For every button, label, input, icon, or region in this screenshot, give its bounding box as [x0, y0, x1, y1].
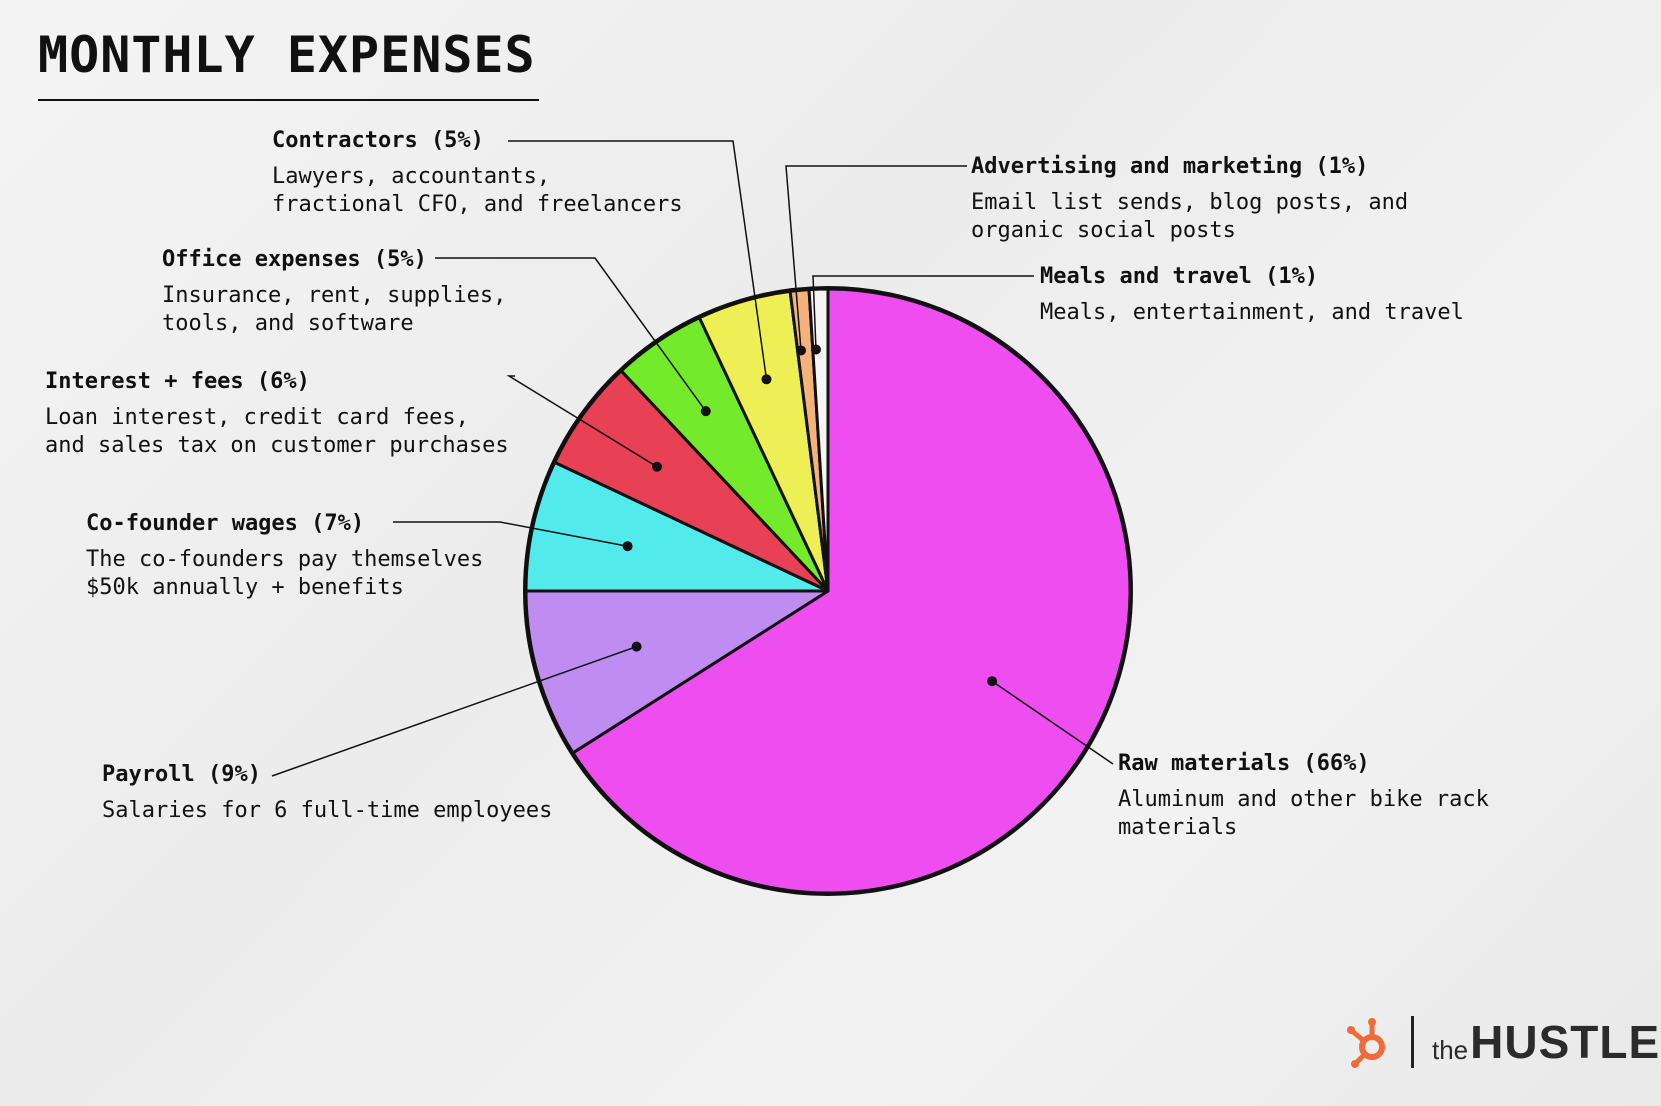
brand-logo: the HUSTLE [1345, 1012, 1660, 1072]
slice-label-head: Advertising and marketing (1%) [971, 154, 1369, 179]
slice-label-desc: The co-founders pay themselves $50k annu… [86, 547, 484, 600]
slice-label-desc: Meals, entertainment, and travel [1040, 300, 1464, 325]
leader-line [812, 275, 1034, 350]
label-contractors: Contractors (5%) Lawyers, accountants, f… [272, 127, 683, 219]
title-underline [38, 99, 539, 101]
leader-dot [622, 541, 633, 552]
leader-line [506, 375, 658, 468]
leader-line [271, 645, 637, 777]
pie-slice-payroll [524, 589, 830, 755]
slice-label-head: Meals and travel (1%) [1040, 264, 1319, 289]
slice-label-head: Contractors (5%) [272, 128, 484, 153]
leader-line [785, 165, 967, 351]
slice-label-desc: Email list sends, blog posts, and organi… [971, 190, 1409, 243]
leader-dot [811, 344, 821, 355]
slice-label-desc: Lawyers, accountants, fractional CFO, an… [272, 164, 683, 217]
pie-slice-meals-and-travel [807, 287, 830, 593]
pie-slice-raw-materials [571, 287, 1132, 895]
leader-dot [631, 641, 642, 652]
leader-dot [651, 461, 662, 472]
leader-dot [796, 345, 806, 356]
leader-line [435, 257, 707, 412]
logo-the: the [1432, 1035, 1469, 1065]
slice-label-desc: Salaries for 6 full-time employees [102, 798, 553, 823]
leader-dot [987, 676, 998, 687]
slice-label-head: Interest + fees (6%) [45, 369, 310, 394]
slice-label-head: Payroll (9%) [102, 762, 261, 787]
leader-line [991, 680, 1114, 765]
slice-label-head: Co-founder wages (7%) [86, 511, 365, 536]
slice-label-head: Office expenses (5%) [162, 247, 427, 272]
label-meals-travel: Meals and travel (1%) Meals, entertainme… [1040, 263, 1464, 327]
logo-hustle: HUSTLE [1470, 1016, 1661, 1068]
slice-label-desc: Loan interest, credit card fees, and sal… [45, 405, 509, 458]
logo-divider [1411, 1016, 1414, 1068]
label-raw-materials: Raw materials (66%) Aluminum and other b… [1118, 750, 1489, 842]
label-interest-fees: Interest + fees (6%) Loan interest, cred… [45, 368, 509, 460]
slice-label-desc: Insurance, rent, supplies, tools, and so… [162, 283, 507, 336]
chart-title: MONTHLY EXPENSES [38, 26, 536, 84]
pie-slice-co-founder-wages [524, 460, 830, 593]
label-payroll: Payroll (9%) Salaries for 6 full-time em… [102, 761, 552, 825]
leader-dot [761, 374, 772, 385]
leader-line [393, 521, 628, 547]
leader-dot [700, 406, 711, 417]
label-co-founder-wages: Co-founder wages (7%) The co-founders pa… [86, 510, 483, 602]
label-office-expenses: Office expenses (5%) Insurance, rent, su… [162, 246, 506, 338]
slice-label-desc: Aluminum and other bike rack materials [1118, 787, 1489, 840]
leader-line [508, 140, 768, 380]
slice-label-head: Raw materials (66%) [1118, 751, 1370, 776]
hubspot-sprocket-icon [1347, 1018, 1385, 1068]
pie-outline [523, 286, 1133, 896]
label-advertising-marketing: Advertising and marketing (1%) Email lis… [971, 153, 1408, 245]
